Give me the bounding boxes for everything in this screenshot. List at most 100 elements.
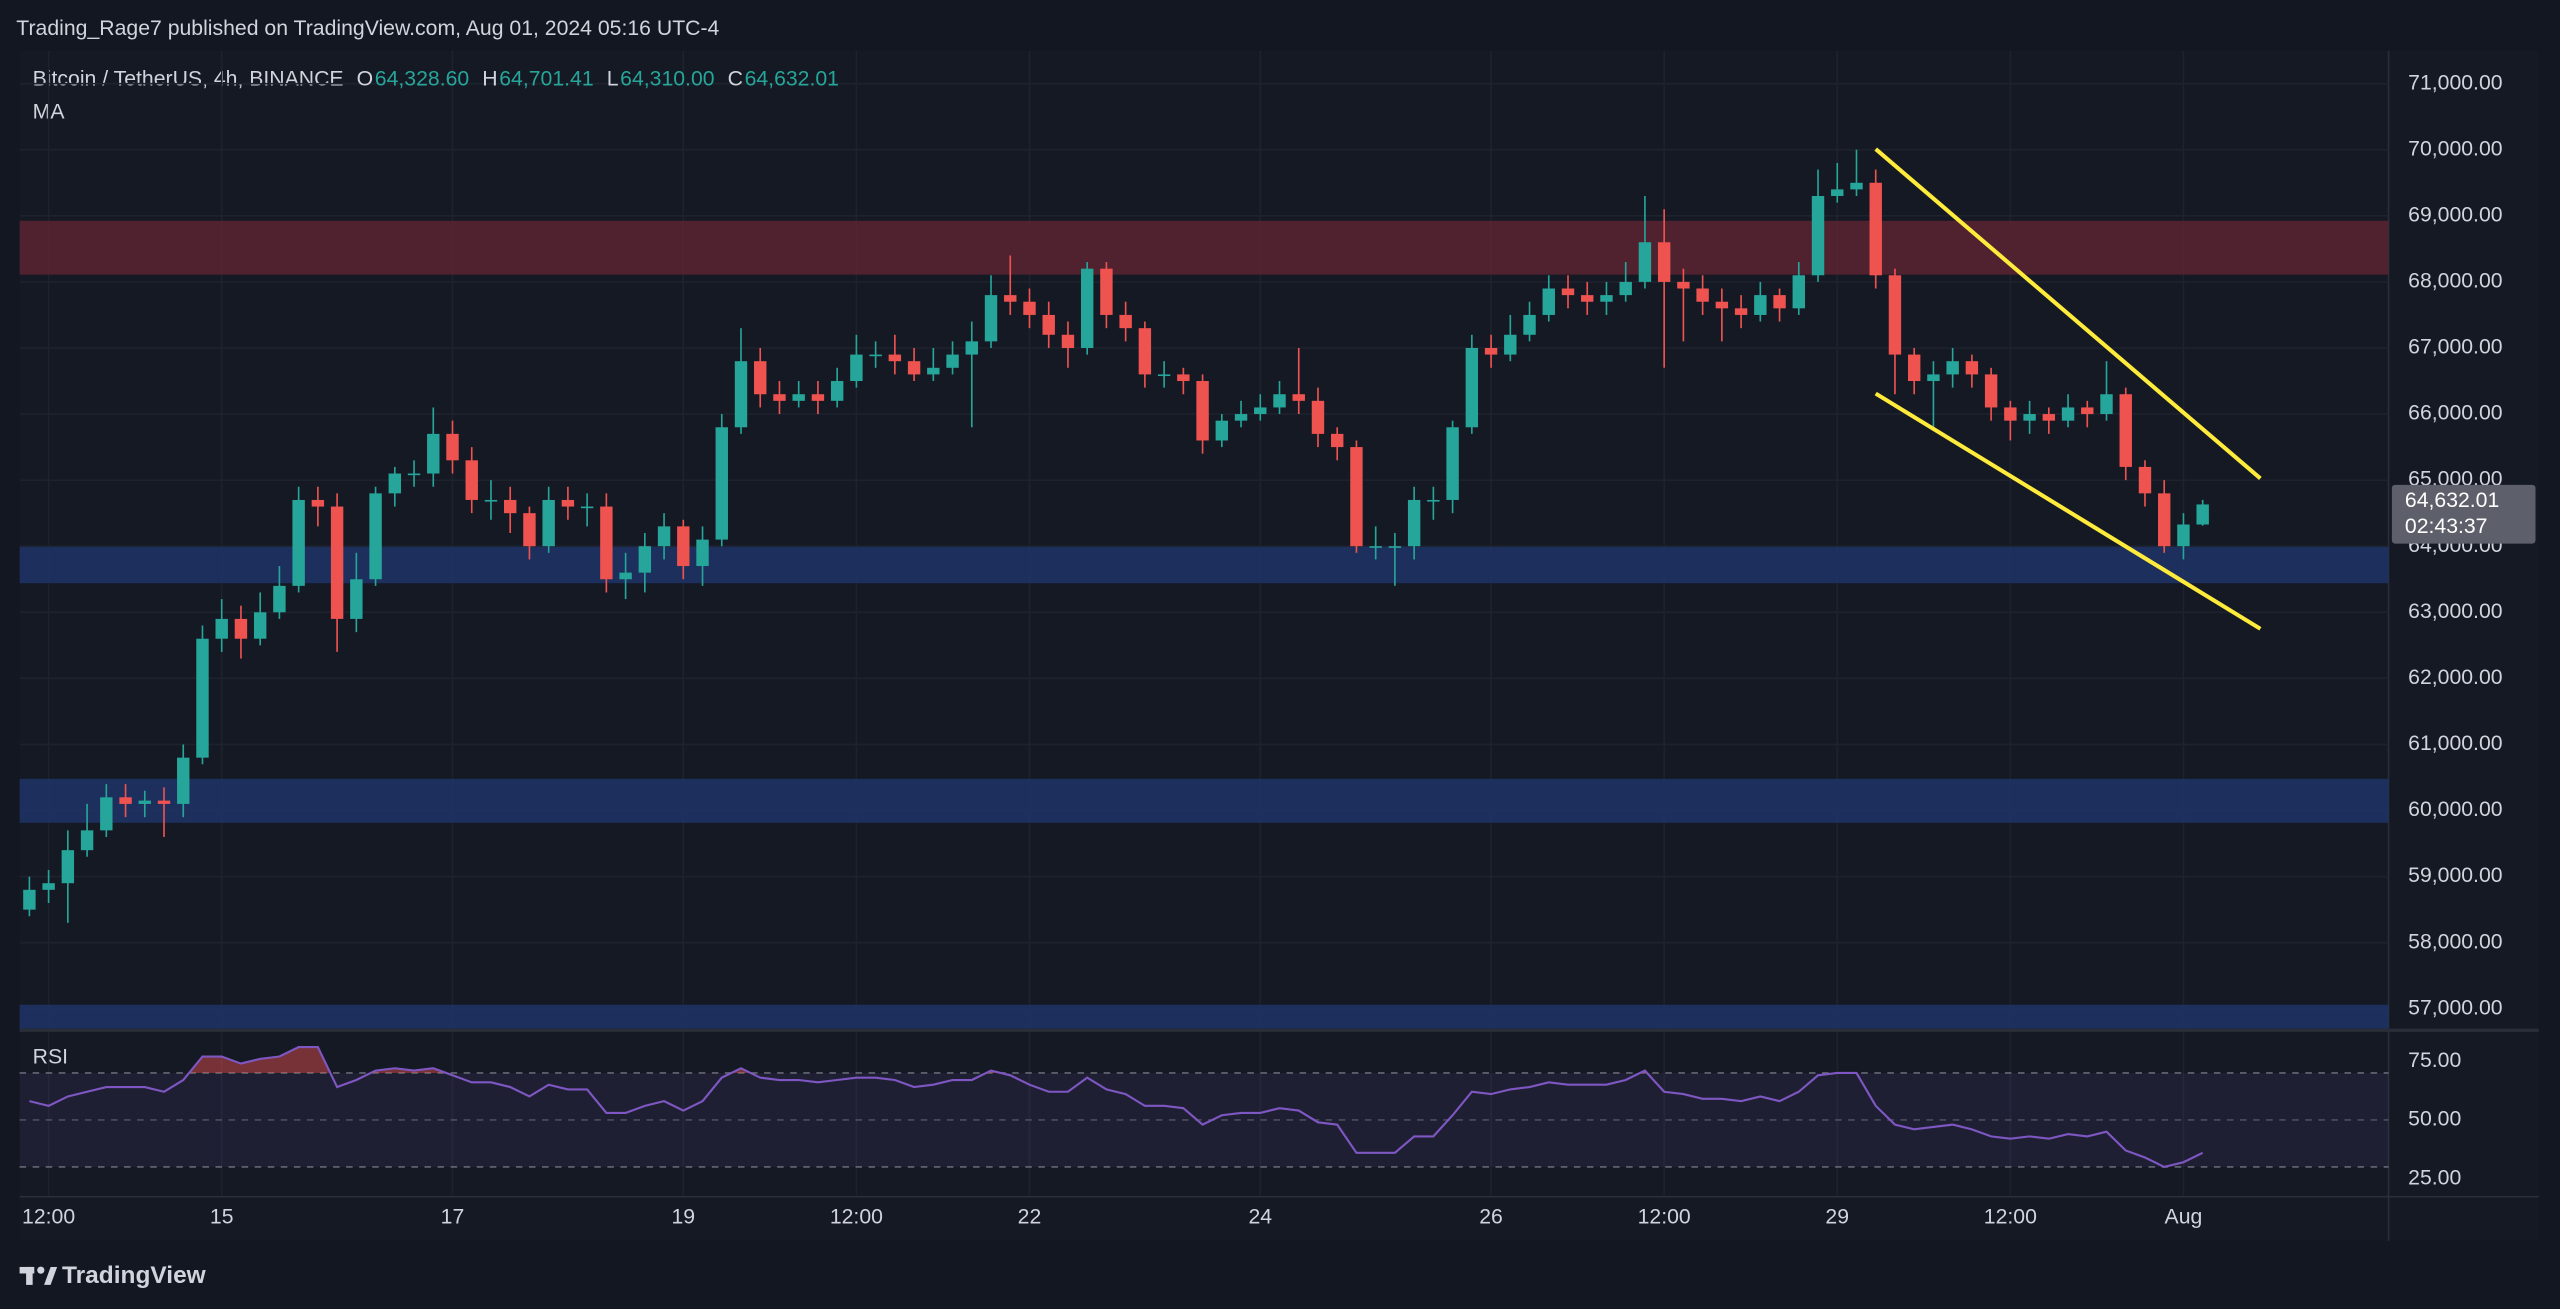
symbol: Bitcoin / TetherUS, 4h, BINANCE — [33, 68, 344, 91]
y-tick-label: 69,000.00 — [2408, 203, 2502, 226]
candle-body — [1831, 189, 1844, 196]
x-tick-label: 29 — [1825, 1206, 1849, 1229]
candle-body — [234, 618, 248, 639]
x-tick-label: 24 — [1248, 1206, 1272, 1229]
candle-body — [1715, 301, 1729, 309]
candle-body — [1350, 447, 1363, 547]
candle-body — [715, 427, 728, 540]
candle-body — [369, 493, 382, 580]
last-price: 64,632.01 — [2405, 489, 2499, 512]
x-tick-label: 26 — [1479, 1206, 1503, 1229]
candle-body — [2177, 524, 2190, 547]
candle-body — [1984, 374, 1998, 408]
candle-body — [1407, 499, 1421, 547]
candle-body — [446, 433, 459, 461]
candle-body — [1657, 242, 1671, 282]
candle-body — [2061, 407, 2075, 421]
candle-body — [427, 433, 440, 474]
legend-value: 64,632.01 — [745, 68, 839, 91]
legend-value: 64,310.00 — [620, 68, 714, 91]
x-tick-label: 15 — [210, 1206, 234, 1229]
rsi-line — [29, 1046, 2204, 1169]
candle-body — [1754, 295, 1767, 315]
candle-body — [1734, 308, 1748, 315]
last-price-box — [2391, 484, 2536, 544]
y-tick-label: 70,000.00 — [2408, 137, 2502, 160]
publisher-line: Trading_Rage7 published on TradingView.c… — [16, 17, 719, 40]
candle-body — [100, 797, 113, 831]
candle-body — [1331, 433, 1344, 448]
candle-body — [1773, 295, 1786, 309]
x-tick-label: 12:00 — [1984, 1206, 2037, 1229]
candle-body — [1215, 420, 1229, 441]
trendline — [1874, 391, 2262, 631]
candle-body — [2119, 394, 2132, 467]
candle-body — [311, 499, 325, 507]
candle-body — [869, 354, 882, 357]
candle-body — [1561, 288, 1575, 296]
brand: TradingView — [62, 1262, 207, 1289]
zone — [19, 546, 2389, 584]
candle-body — [196, 638, 209, 758]
candle-body — [2196, 504, 2209, 525]
candle-body — [1061, 334, 1075, 348]
candle-body — [1504, 334, 1517, 355]
candle-body — [946, 354, 959, 368]
candle-body — [1234, 414, 1248, 421]
candle-body — [465, 460, 478, 500]
candle-body — [1196, 381, 1209, 441]
candle-body — [561, 499, 575, 507]
rsi-tick-label: 75.00 — [2408, 1049, 2461, 1072]
candle-body — [1157, 374, 1171, 377]
candle-body — [2023, 414, 2036, 421]
candle-body — [773, 394, 786, 401]
candle-body — [1023, 301, 1036, 315]
legend-key: L — [607, 68, 619, 91]
candle-body — [61, 850, 75, 884]
candle-body — [907, 361, 921, 375]
candle-body — [273, 585, 286, 613]
candle-body — [138, 800, 151, 804]
candle-body — [927, 367, 940, 375]
candle-body — [1254, 407, 1267, 415]
candle-body — [2042, 414, 2056, 421]
x-tick-label: 12:00 — [22, 1206, 75, 1229]
candle-body — [542, 499, 555, 547]
x-tick-label: 12:00 — [830, 1206, 883, 1229]
y-tick-label: 66,000.00 — [2408, 402, 2502, 425]
y-tick-label: 68,000.00 — [2408, 270, 2502, 293]
legend-key: H — [482, 68, 497, 91]
candle-body — [1138, 328, 1152, 375]
candle-body — [1850, 182, 1863, 190]
candle-body — [388, 473, 402, 494]
y-tick-label: 59,000.00 — [2408, 864, 2502, 887]
candle-body — [292, 499, 305, 586]
candle-body — [1696, 288, 1709, 302]
candle-body — [1388, 546, 1402, 548]
zone — [19, 778, 2389, 823]
x-tick-label: 12:00 — [1638, 1206, 1691, 1229]
candle-body — [1292, 394, 1305, 401]
candle-body — [1677, 281, 1690, 289]
candle-body — [1869, 182, 1882, 276]
y-tick-label: 67,000.00 — [2408, 336, 2502, 359]
candle-body — [2138, 466, 2152, 494]
candle-body — [850, 354, 863, 382]
candle-body — [523, 513, 536, 547]
candle-body — [80, 830, 94, 851]
candle-body — [1369, 546, 1382, 548]
candle-body — [177, 757, 190, 804]
candle-body — [638, 546, 652, 573]
candle-body — [2081, 407, 2094, 415]
candle-body — [157, 800, 171, 804]
candle-body — [1273, 394, 1286, 408]
candle-body — [350, 579, 363, 619]
zone — [19, 1004, 2389, 1029]
price-pane — [19, 50, 2389, 1029]
y-tick-label: 60,000.00 — [2408, 798, 2502, 821]
candle-body — [792, 394, 805, 401]
candle-body — [734, 361, 748, 428]
candle-body — [580, 506, 594, 509]
countdown: 02:43:37 — [2405, 515, 2488, 538]
trendline — [1874, 147, 2262, 481]
